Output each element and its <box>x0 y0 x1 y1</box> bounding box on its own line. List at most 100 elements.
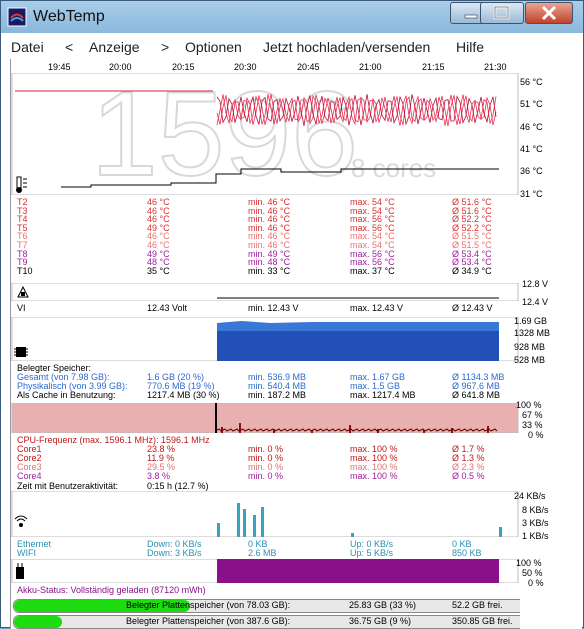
time-tick: 20:30 <box>234 62 257 72</box>
temp-name: T6 <box>17 231 28 242</box>
cpu-min: min. 0 % <box>248 462 284 472</box>
network-up: Up: 0 KB/s <box>350 539 394 549</box>
temp-avg: Ø 51.5 °C <box>452 231 492 242</box>
volt-min: min. 12.43 V <box>248 303 299 313</box>
cpu-axis-tick: 0 % <box>528 430 544 440</box>
temp-avg: Ø 52.2 °C <box>452 214 492 225</box>
temp-min: min. 46 °C <box>248 222 291 233</box>
memory-min: min. 187.2 MB <box>248 390 307 400</box>
temp-cur: 48 °C <box>147 257 170 268</box>
cpu-max: max. 100 % <box>350 444 398 454</box>
cpu-spike <box>423 430 425 433</box>
temp-max: max. 56 °C <box>350 222 395 233</box>
battery-level-area <box>217 559 499 583</box>
network-bar <box>499 527 502 537</box>
temp-avg: Ø 52.2 °C <box>452 222 492 233</box>
cpu-min: min. 0 % <box>248 453 284 463</box>
disk-label-2: Belegter Plattenspeicher (von 387.6 GB): <box>126 616 291 626</box>
temp-max: max. 54 °C <box>350 240 395 250</box>
menu-next[interactable]: > <box>161 39 170 55</box>
temp-max: max. 56 °C <box>350 257 395 268</box>
network-down: Down: 3 KB/s <box>147 548 202 558</box>
cpu-avg: Ø 1.3 % <box>452 453 485 463</box>
temp-name: T8 <box>17 248 28 259</box>
volt-current: 12.43 Volt <box>147 303 188 313</box>
temp-min: min. 49 °C <box>248 248 291 259</box>
cpu-series <box>216 423 498 433</box>
network-name: WIFI <box>17 548 36 558</box>
memory-cur: 1.6 GB (20 %) <box>147 372 205 382</box>
cpu-axis-tick: 100 % <box>516 400 542 410</box>
menu-optionen[interactable]: Optionen <box>185 39 242 55</box>
cpu-spike <box>239 423 241 433</box>
batt-axis-tick: 0 % <box>528 578 544 588</box>
temperature-series-line <box>216 94 497 126</box>
memory-label: Gesamt (von 7.98 GB): <box>17 372 110 382</box>
memory-min: min. 540.4 MB <box>248 381 307 391</box>
temp-avg: Ø 34.9 °C <box>452 265 492 276</box>
memory-avg: Ø 1134.3 MB <box>452 372 505 382</box>
cpu-max: max. 100 % <box>350 471 398 481</box>
temp-cur: 49 °C <box>147 248 170 259</box>
user-activity-value: 0:15 h (12.7 %) <box>147 481 209 491</box>
cpu-cur: 11.9 % <box>147 453 175 463</box>
temp-min: min. 46 °C <box>248 240 291 250</box>
batt-axis-tick: 100 % <box>516 558 542 568</box>
temp-axis-tick: 36 °C <box>520 166 543 176</box>
mem-axis-tick: 928 MB <box>514 342 546 352</box>
close-button[interactable] <box>525 2 573 24</box>
memory-cur: 1217.4 MB (30 %) <box>147 390 220 400</box>
temp-cur: 46 °C <box>147 231 170 242</box>
temp-axis-tick: 46 °C <box>520 122 543 132</box>
temp-name: T10 <box>17 265 33 276</box>
menu-prev[interactable]: < <box>65 39 74 55</box>
webtemp-app-icon <box>7 7 27 27</box>
memory-physical-area <box>217 331 499 361</box>
title-bar: WebTemp <box>1 1 583 33</box>
temp-max: max. 56 °C <box>350 248 395 259</box>
network-upt: 850 KB <box>452 548 482 558</box>
big-frequency-overlay: 1596 <box>91 73 358 195</box>
memory-chip-icon <box>14 347 28 357</box>
menu-datei[interactable]: Datei <box>11 39 44 55</box>
temp-max: max. 56 °C <box>350 214 395 225</box>
temp-max: max. 54 °C <box>350 205 395 216</box>
plug-icon <box>16 563 24 579</box>
cpu-min: min. 0 % <box>248 444 284 454</box>
temp-cur: 49 °C <box>147 222 170 233</box>
battery-warning-icon <box>17 285 29 298</box>
memory-max: max. 1.5 GB <box>350 381 401 391</box>
cores-overlay: 8 cores <box>351 153 436 183</box>
volt-avg: Ø 12.43 V <box>452 303 493 313</box>
cpu-frequency: CPU-Frequenz (max. 1596.1 MHz): 1596.1 M… <box>17 435 210 445</box>
battery-graph <box>11 559 519 583</box>
network-graph <box>11 491 519 537</box>
maximize-button[interactable] <box>480 2 524 24</box>
temp-axis-tick: 56 °C <box>520 77 543 87</box>
network-total: 0 KB <box>248 539 268 549</box>
temp-avg: Ø 53.4 °C <box>452 257 492 268</box>
cpu-name: Core4 <box>17 471 42 481</box>
memory-graph <box>11 317 519 361</box>
network-down: Down: 0 KB/s <box>147 539 202 549</box>
temp-max: max. 54 °C <box>350 197 395 207</box>
time-tick: 21:15 <box>422 62 445 72</box>
volt-name: VI <box>17 303 26 313</box>
cpu-max: max. 100 % <box>350 453 398 463</box>
menu-anzeige[interactable]: Anzeige <box>89 39 140 55</box>
batt-axis-tick: 50 % <box>522 568 543 578</box>
minimize-icon <box>464 14 478 19</box>
battery-status: Akku-Status: Vollständig geladen (87120 … <box>17 585 206 595</box>
memory-label: Als Cache in Benutzung: <box>17 390 116 400</box>
temp-name: T7 <box>17 240 28 250</box>
monitor-panel: 19:45 20:00 20:15 20:30 20:45 21:00 21:1… <box>10 59 549 629</box>
network-name: Ethernet <box>17 539 52 549</box>
menu-hilfe[interactable]: Hilfe <box>456 39 485 55</box>
memory-cur: 770.6 MB (19 %) <box>147 381 215 391</box>
temp-cur: 46 °C <box>147 240 170 250</box>
temp-cur: 46 °C <box>147 197 170 207</box>
temp-axis-tick: 31 °C <box>520 189 543 199</box>
disk-used-2: 36.75 GB (9 %) <box>349 616 412 626</box>
cpu-avg: Ø 1.7 % <box>452 444 485 454</box>
menu-upload[interactable]: Jetzt hochladen/versenden <box>263 39 431 55</box>
